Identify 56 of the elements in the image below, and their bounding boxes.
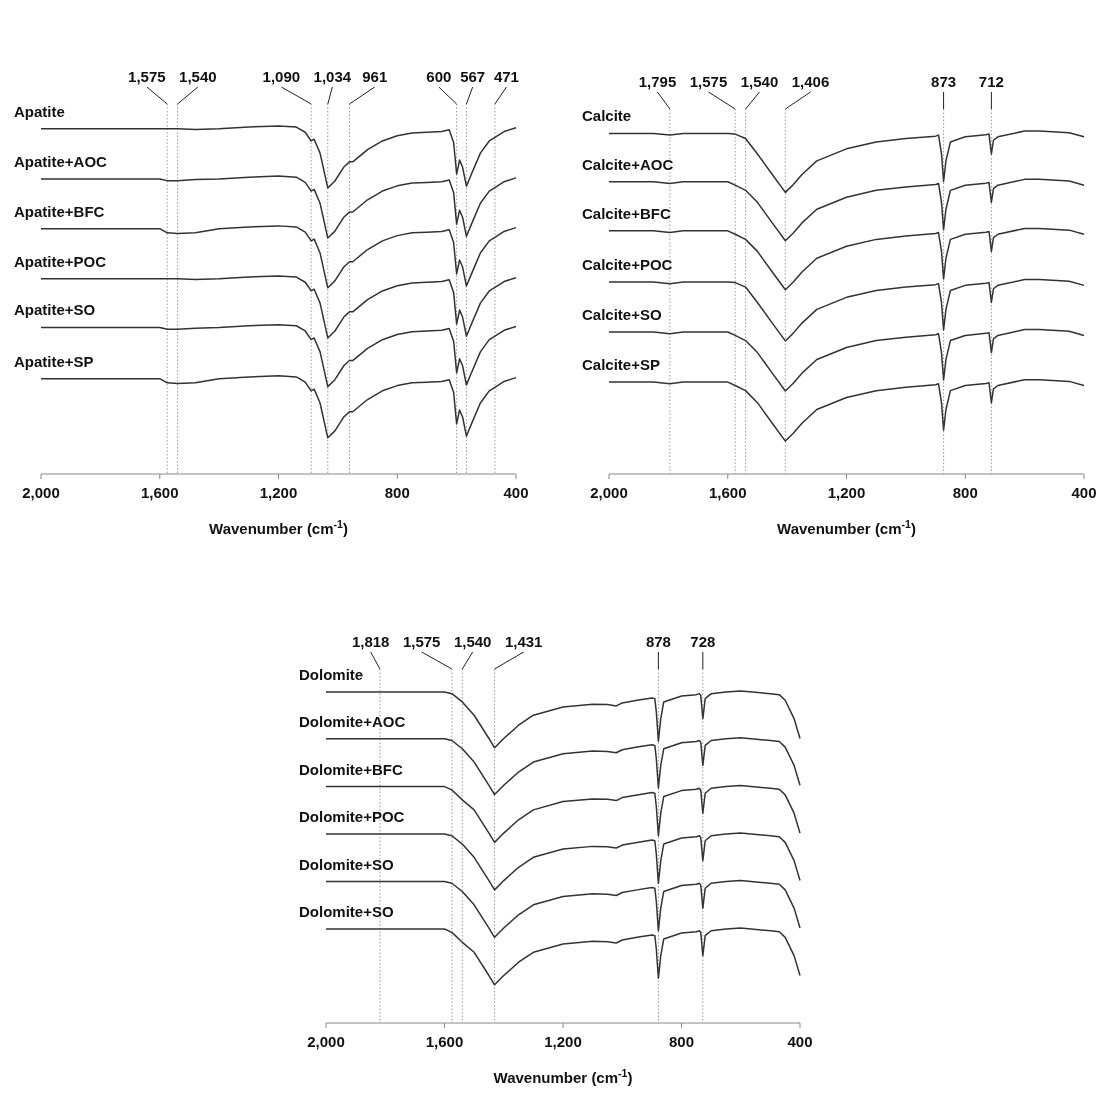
ref-line-label: 1,540 xyxy=(179,68,217,85)
x-tick-label: 800 xyxy=(668,1033,695,1050)
series-label: Apatite+POC xyxy=(14,252,107,270)
x-tick-label: 2,000 xyxy=(590,484,628,501)
ref-line-label: 1,540 xyxy=(740,73,779,90)
series-label: Calcite+SO xyxy=(582,306,662,323)
series-label: Dolomite+SO xyxy=(299,903,394,921)
ref-line-label: 600 xyxy=(426,68,452,85)
x-axis-title: Wavenumber (cm$^{-1}$) xyxy=(777,518,916,537)
ref-line-label: 567 xyxy=(460,68,486,85)
ref-line-label: 1,034 xyxy=(313,68,352,85)
series-label: Dolomite+POC xyxy=(299,808,405,826)
series-label: Dolomite+BFC xyxy=(299,760,403,778)
series-label: Calcite+AOC xyxy=(582,155,674,173)
x-tick-label: 800 xyxy=(384,484,410,501)
series-label: Apatite xyxy=(14,102,65,120)
ref-line-label: 1,575 xyxy=(128,68,166,85)
ref-line-label: 1,431 xyxy=(504,633,543,650)
x-axis-title: Wavenumber (cm$^{-1}$) xyxy=(209,518,348,537)
x-tick-label: 1,200 xyxy=(259,484,298,501)
x-tick-label: 1,600 xyxy=(140,484,179,501)
x-tick-label: 1,600 xyxy=(708,484,747,501)
ref-line-label: 1,575 xyxy=(689,73,728,90)
ref-line-label: 961 xyxy=(362,68,388,85)
x-tick-label: 1,600 xyxy=(425,1033,464,1050)
x-tick-label: 400 xyxy=(787,1033,813,1050)
ref-line-label: 1,540 xyxy=(453,633,492,650)
ref-line-label: 471 xyxy=(493,68,519,85)
series-label: Dolomite xyxy=(299,666,364,683)
ref-line-label: 873 xyxy=(931,73,957,90)
series-label: Apatite+BFC xyxy=(14,202,105,220)
series-label: Calcite xyxy=(582,107,632,125)
x-tick-label: 800 xyxy=(952,484,978,501)
x-tick-label: 2,000 xyxy=(307,1033,345,1050)
ref-line-label: 712 xyxy=(978,73,1004,90)
ref-line-label: 878 xyxy=(645,633,671,650)
series-label: Dolomite+AOC xyxy=(299,712,406,730)
x-tick-label: 1,200 xyxy=(544,1033,582,1050)
series-label: Calcite+SP xyxy=(582,356,660,374)
ref-line-label: 1,575 xyxy=(402,633,441,650)
series-label: Calcite+POC xyxy=(582,255,673,273)
ref-line-label: 1,795 xyxy=(638,73,677,90)
ref-line-label: 1,090 xyxy=(262,68,301,85)
series-label: Calcite+BFC xyxy=(582,204,671,222)
x-tick-label: 400 xyxy=(1071,484,1097,501)
x-tick-label: 2,000 xyxy=(22,484,60,501)
ref-line-label: 728 xyxy=(690,633,716,650)
series-label: Apatite+AOC xyxy=(14,152,108,170)
series-label: Apatite+SO xyxy=(14,301,96,319)
ref-line-label: 1,818 xyxy=(351,633,390,650)
x-tick-label: 400 xyxy=(503,484,529,501)
x-tick-label: 1,200 xyxy=(827,484,866,501)
ref-line-label: 1,406 xyxy=(791,73,830,90)
series-label: Apatite+SP xyxy=(14,352,94,370)
x-axis-title: Wavenumber (cm$^{-1}$) xyxy=(493,1067,633,1086)
series-label: Dolomite+SO xyxy=(299,855,394,873)
